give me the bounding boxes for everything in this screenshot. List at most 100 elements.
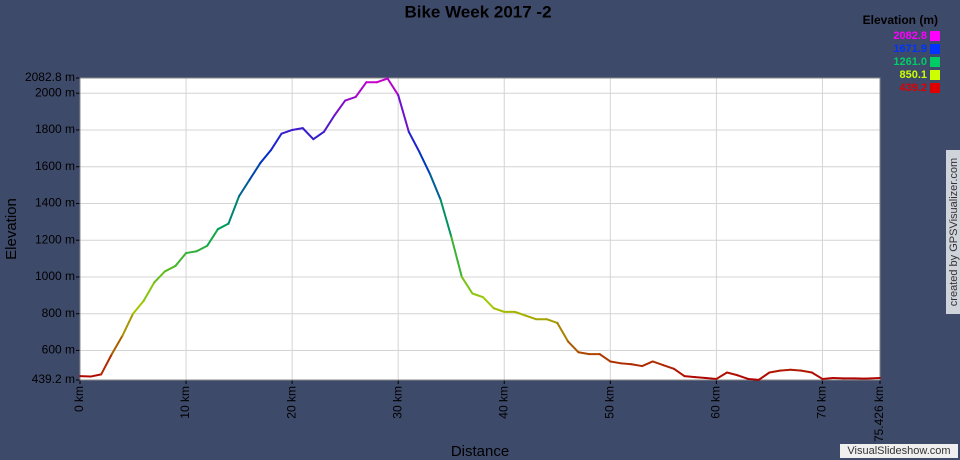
- elevation-segment: [206, 228, 219, 247]
- y-axis-label: Elevation: [3, 198, 20, 260]
- elevation-segment: [375, 77, 389, 84]
- elevation-segment: [492, 307, 506, 313]
- elevation-segment: [354, 81, 368, 98]
- elevation-segment: [333, 99, 347, 117]
- elevation-segment: [619, 362, 633, 366]
- elevation-segment: [524, 314, 538, 321]
- elevation-segment: [513, 310, 527, 317]
- elevation-segment: [725, 371, 739, 377]
- elevation-segment: [185, 250, 198, 255]
- elevation-segment: [397, 94, 410, 133]
- elevation-segment: [439, 198, 453, 238]
- elevation-segment: [259, 149, 272, 165]
- elevation-segment: [238, 178, 251, 198]
- elevation-segment: [630, 363, 644, 368]
- elevation-segment: [418, 151, 432, 176]
- x-tick-label: 75.426 km: [872, 386, 886, 442]
- legend-swatch: [930, 70, 940, 80]
- legend-swatch: [930, 57, 940, 67]
- elevation-segment: [301, 127, 315, 141]
- elevation-segment: [672, 367, 686, 378]
- elevation-segment: [471, 292, 485, 299]
- elevation-segment: [694, 376, 707, 380]
- y-tick-label: 2000 m: [35, 85, 75, 99]
- watermark: VisualSlideshow.com: [847, 445, 950, 457]
- elevation-segment: [195, 244, 209, 253]
- elevation-segment: [566, 340, 580, 354]
- elevation-segment: [322, 114, 336, 133]
- x-tick-label: 0 km: [72, 386, 86, 412]
- y-tick-label: 1200 m: [35, 232, 75, 246]
- elevation-segment: [269, 132, 283, 152]
- elevation-segment: [227, 195, 241, 225]
- y-tick-label: 800 m: [42, 306, 75, 320]
- y-tick-label: 600 m: [42, 343, 75, 357]
- elevation-segment: [598, 353, 612, 363]
- x-tick-label: 10 km: [178, 386, 192, 419]
- plot-border: [79, 77, 881, 381]
- x-tick-label: 50 km: [602, 386, 616, 419]
- elevation-segment: [789, 368, 803, 372]
- legend-swatch: [930, 44, 940, 54]
- elevation-segment: [863, 377, 881, 380]
- elevation-segment: [121, 312, 135, 337]
- elevation-segment: [153, 270, 166, 284]
- chart-title: Bike Week 2017 -2: [404, 2, 551, 21]
- elevation-segment: [89, 373, 103, 378]
- credit-box: [946, 150, 960, 314]
- legend-label: 1261.0: [893, 56, 927, 68]
- y-tick-label: 439.2 m: [32, 372, 75, 386]
- elevation-segment: [280, 128, 294, 135]
- y-tick-label: 1600 m: [35, 159, 75, 173]
- elevation-segment: [545, 318, 559, 324]
- elevation-segment: [344, 95, 357, 102]
- elevation-segment: [110, 334, 124, 356]
- elevation-segment: [450, 235, 463, 278]
- legend-label: 850.1: [899, 69, 927, 81]
- elevation-segment: [779, 368, 792, 372]
- elevation-segment: [312, 130, 325, 141]
- elevation-segment: [556, 321, 569, 343]
- elevation-segment: [757, 371, 771, 381]
- plot-area: [80, 78, 880, 380]
- y-tick-label: 1800 m: [35, 122, 75, 136]
- elevation-segment: [386, 77, 400, 97]
- elevation-segment: [821, 377, 835, 380]
- elevation-segment: [142, 281, 156, 302]
- elevation-segment: [163, 264, 177, 273]
- y-tick-label: 2082.8 m: [25, 70, 75, 84]
- watermark-box: [840, 444, 958, 458]
- elevation-segment: [429, 173, 442, 201]
- x-tick-label: 20 km: [284, 386, 298, 419]
- elevation-segment: [768, 369, 782, 374]
- elevation-segment: [291, 127, 304, 131]
- elevation-segment: [407, 130, 421, 154]
- x-axis-label: Distance: [451, 443, 509, 460]
- elevation-segment: [216, 222, 230, 231]
- elevation-segment: [577, 351, 591, 356]
- legend-label: 439.2: [899, 82, 927, 94]
- elevation-segment: [651, 360, 665, 367]
- elevation-segment: [609, 360, 622, 365]
- y-tick-label: 1000 m: [35, 269, 75, 283]
- legend-label: 2082.8: [893, 30, 927, 42]
- legend-swatch: [930, 31, 940, 41]
- elevation-segment: [132, 299, 145, 315]
- elevation-segment: [747, 377, 760, 381]
- elevation-segment: [810, 371, 824, 380]
- elevation-segment: [715, 371, 728, 380]
- credit: created by GPSVisualizer.com: [948, 158, 960, 306]
- elevation-segment: [248, 162, 262, 181]
- elevation-segment: [641, 360, 654, 368]
- elevation-segment: [100, 353, 113, 376]
- elevation-segment: [482, 296, 495, 310]
- x-tick-label: 40 km: [496, 386, 510, 419]
- x-tick-label: 30 km: [390, 386, 404, 419]
- elevation-segment: [683, 375, 697, 379]
- x-tick-label: 70 km: [815, 386, 829, 419]
- elevation-segment: [174, 252, 188, 267]
- elevation-segment: [800, 369, 813, 374]
- elevation-segment: [704, 377, 718, 380]
- y-tick-label: 1400 m: [35, 196, 75, 210]
